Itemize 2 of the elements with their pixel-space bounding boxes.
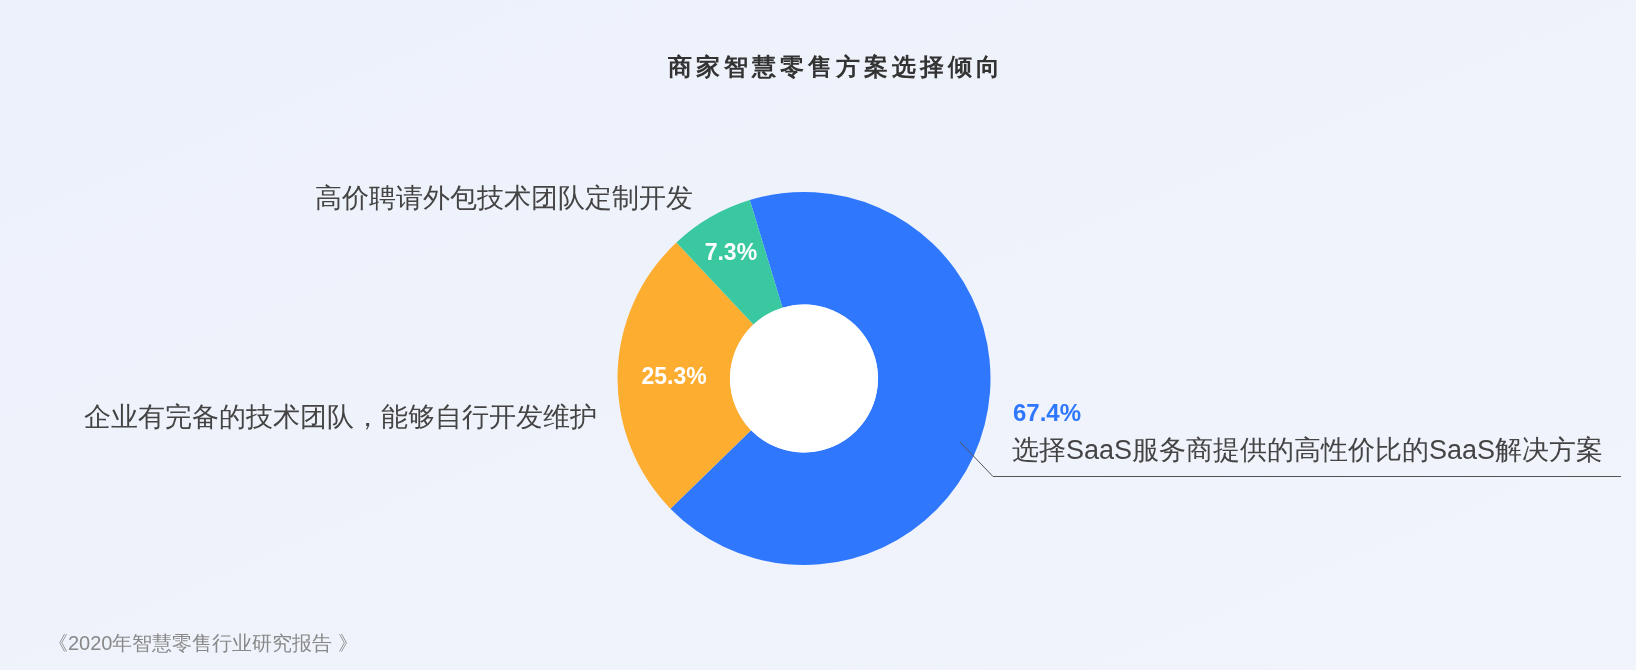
annotation: 《2020年智慧零售行业研究报告 》 [48,632,359,654]
title: 商家智慧零售方案选择倾向 [668,52,1004,80]
